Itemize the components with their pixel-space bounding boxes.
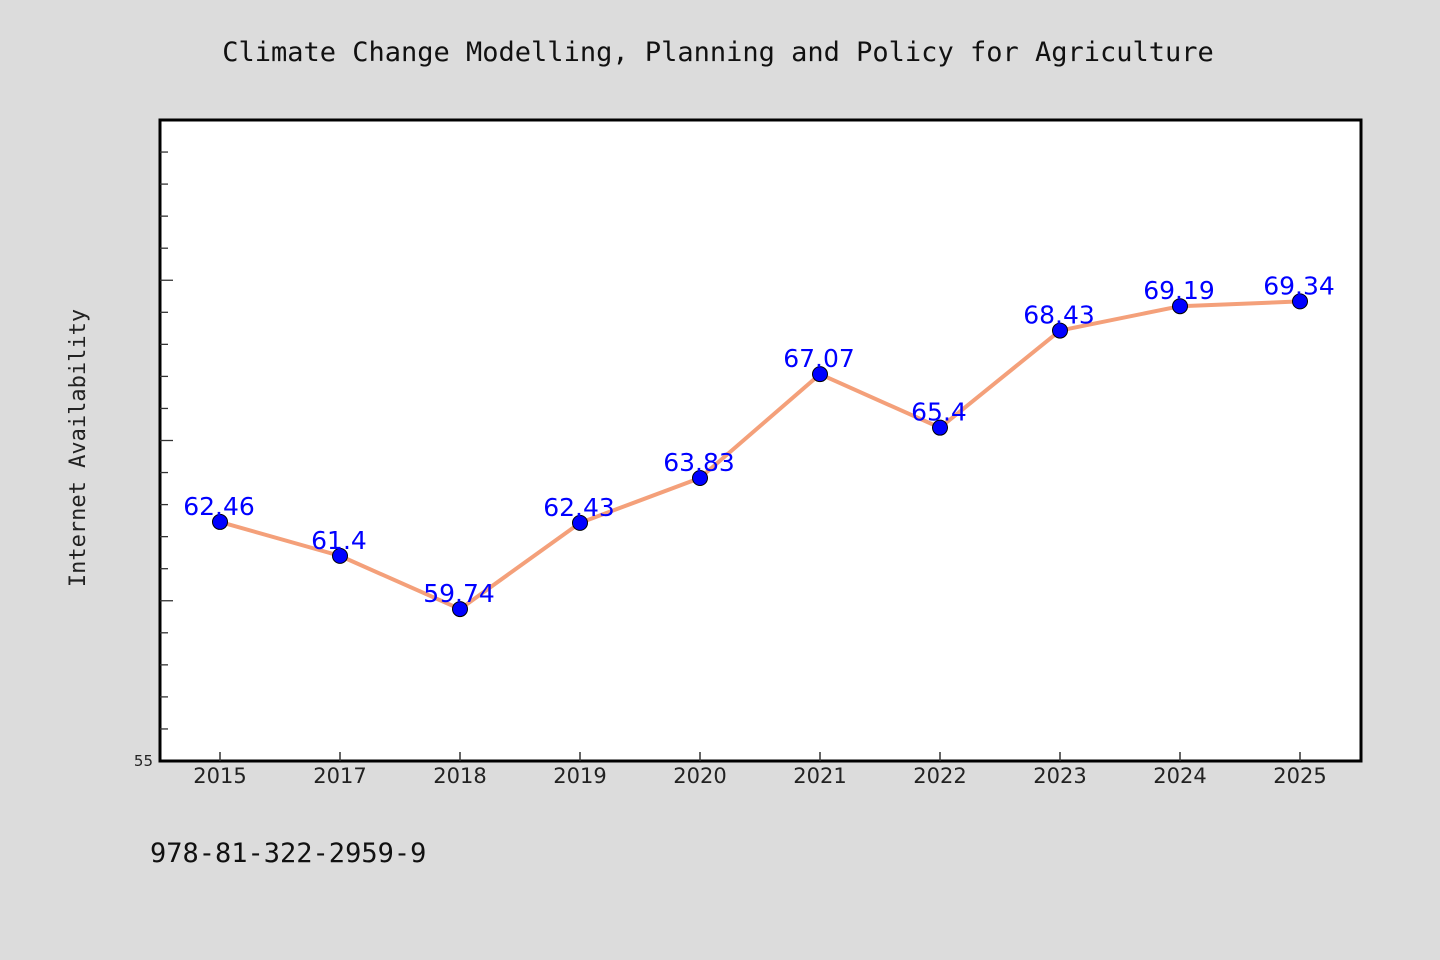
data-label: 67.07 [783,344,855,373]
series-line [218,299,1302,612]
isbn-footer: 978-81-322-2959-9 [150,838,426,869]
series-markers [212,293,1308,618]
x-tick-label: 2020 [673,764,726,788]
data-point [212,513,228,530]
data-point [1172,298,1188,315]
y-tick-label-min: 55 [134,752,153,770]
data-point [692,469,708,486]
y-axis-label: Internet Availability [66,309,91,587]
data-label: 59.74 [423,579,495,608]
data-label: 62.43 [543,493,615,522]
data-point [332,547,348,564]
data-point [1052,322,1068,339]
x-tick-label: 2025 [1273,764,1326,788]
x-tick-label: 2022 [913,764,966,788]
x-tick-label: 2021 [793,764,846,788]
x-tick-label: 2015 [193,764,246,788]
data-point [452,601,468,618]
y-axis-ticks [160,151,173,730]
x-tick-label: 2019 [553,764,606,788]
data-label: 65.4 [911,398,967,427]
x-tick-label: 2018 [433,764,486,788]
x-tick-label: 2024 [1153,764,1206,788]
data-label: 69.34 [1263,271,1335,300]
data-label: 69.19 [1143,276,1215,305]
data-label: 68.43 [1023,301,1095,330]
data-label: 63.83 [663,448,735,477]
data-label: 62.46 [183,492,255,521]
x-tick-label: 2023 [1033,764,1086,788]
x-axis-ticks: 2015 2017 2018 2019 2020 2021 2022 2023 2024 2025 [193,752,1327,788]
data-labels: 62.46 61.4 59.74 62.43 63.83 67.07 65.4 68.43 69… [183,271,1335,608]
data-label: 61.4 [311,526,367,555]
chart-title: Climate Change Modelling, Planning and P… [222,37,1214,68]
data-point [932,419,948,436]
data-point [812,366,828,383]
data-point [1292,293,1308,310]
plot-area [158,118,1363,763]
data-point [572,514,588,531]
x-tick-label: 2017 [313,764,366,788]
